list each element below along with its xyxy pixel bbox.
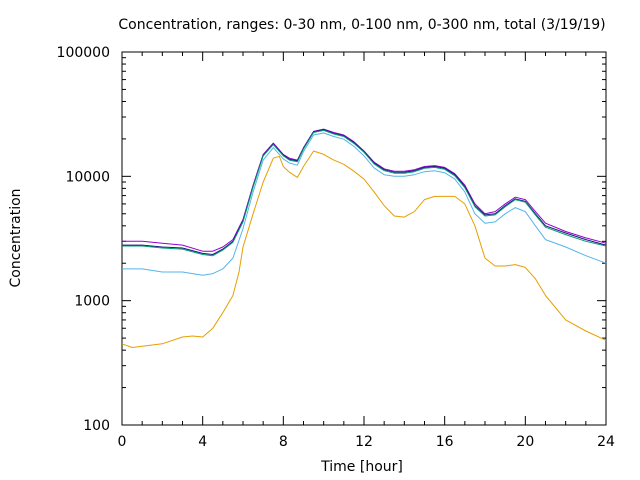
series-line-purple [122,128,607,252]
plot-frame [121,51,607,426]
x-tick-label: 12 [355,434,373,450]
x-tick-label: 16 [436,434,454,450]
x-tick-labels: 0 4 8 12 16 20 24 [118,434,615,450]
series-line-skyblue [122,132,607,276]
x-axis-label: Time [hour] [320,459,403,475]
y-tick-label: 100000 [57,45,110,61]
x-tick-label: 0 [118,434,127,450]
series-line-orange [121,150,607,348]
series-line-teal [122,129,607,257]
chart-title: Concentration, ranges: 0-30 nm, 0-100 nm… [118,17,605,33]
x-tick-label: 4 [198,434,207,450]
y-tick-labels: 100 1000 10000 100000 [57,45,110,434]
x-tick-label: 20 [516,434,534,450]
axis-ticks [121,51,607,426]
x-tick-label: 8 [279,434,288,450]
series-lines [121,128,607,348]
y-axis-label: Concentration [8,188,24,287]
x-tick-label: 24 [597,434,615,450]
series-line-navy [122,129,607,255]
y-tick-label: 10000 [65,169,110,185]
y-tick-label: 1000 [74,294,110,310]
y-tick-label: 100 [83,418,110,434]
